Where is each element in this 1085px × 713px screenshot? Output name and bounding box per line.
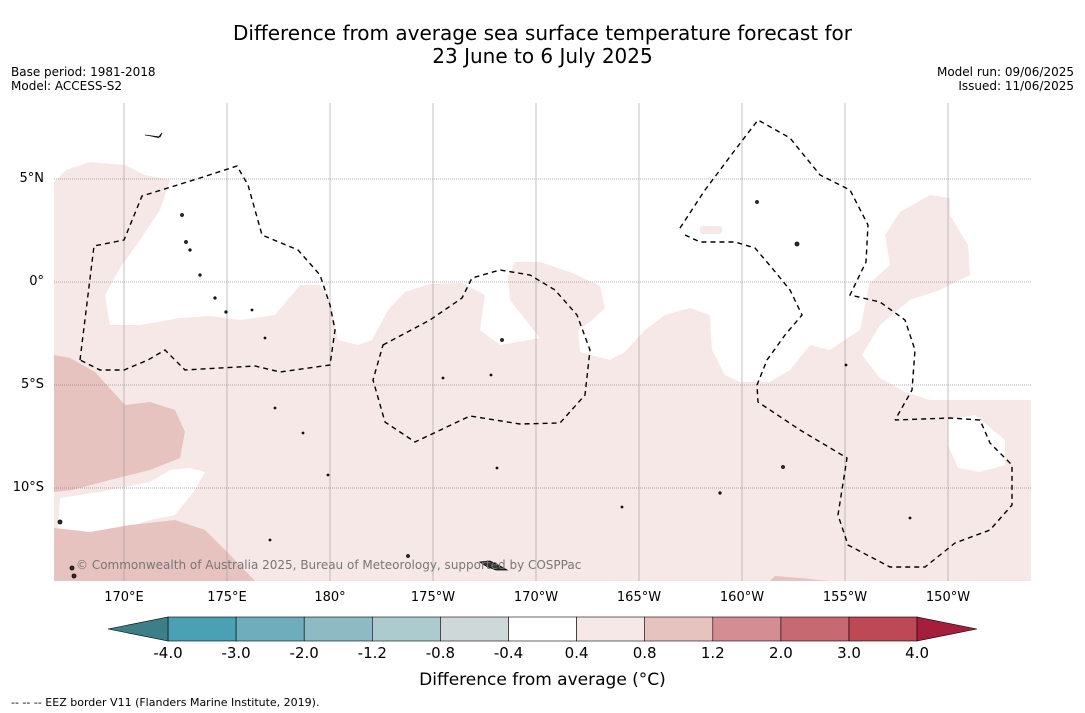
neutral-region-southwest <box>58 468 205 535</box>
colorbar <box>107 616 978 642</box>
meta-right: Model run: 09/06/2025 Issued: 11/06/2025 <box>937 65 1074 93</box>
colorbar-tick-label: 3.0 <box>837 644 861 662</box>
copyright-credit: © Commonwealth of Australia 2025, Bureau… <box>76 558 582 572</box>
model-run: Model run: 09/06/2025 <box>936 65 1074 79</box>
lon-label-165w: 165°W <box>616 590 662 605</box>
lon-label-150w: 150°W <box>925 590 971 605</box>
colorbar-min-extension <box>107 616 169 642</box>
colorbar-tick-label: 0.8 <box>632 644 657 662</box>
map-area <box>54 103 1031 581</box>
island-markers <box>57 132 912 579</box>
lat-label-5n: 5°N <box>19 171 45 186</box>
lat-label-5s: 5°S <box>20 377 44 392</box>
colorbar-tick-label: 0.4 <box>564 644 589 662</box>
neutral-region-north <box>54 103 1031 400</box>
anomaly-field-0.8-1.2-south <box>770 576 830 581</box>
colorbar-tick-label: 4.0 <box>905 644 930 662</box>
colorbar-tick-label: -0.4 <box>493 644 524 662</box>
lon-label-170w: 170°W <box>513 590 559 605</box>
colorbar-segment <box>303 616 373 642</box>
lon-label-155w: 155°W <box>822 590 868 605</box>
eez-legend: -- -- -- EEZ border V11 (Flanders Marine… <box>11 696 320 709</box>
anomaly-field-0.8-1.2-southwest <box>54 520 255 581</box>
colorbar-max-extension <box>916 616 978 642</box>
colorbar-tick-label: -0.8 <box>425 644 456 662</box>
meta-left: Base period: 1981-2018 Model: ACCESS-S2 <box>11 65 156 93</box>
colorbar-segment <box>712 616 782 642</box>
lon-label-175e: 175°E <box>207 590 247 605</box>
colorbar-tick-label: -4.0 <box>153 644 183 662</box>
anomaly-field-0.8-1.2-west <box>54 355 185 492</box>
lat-label-10s: 10°S <box>12 480 44 495</box>
colorbar-segment <box>167 616 237 642</box>
colorbar-tick-label: 1.2 <box>700 644 725 662</box>
colorbar-segment <box>780 616 850 642</box>
chart-title-line2: 23 June to 6 July 2025 <box>432 44 653 68</box>
colorbar-segment <box>576 616 645 642</box>
lon-label-180: 180° <box>314 590 346 605</box>
latitude-gridlines <box>54 178 1031 489</box>
longitude-gridlines <box>123 103 949 581</box>
colorbar-tick-label: -1.2 <box>357 644 387 662</box>
model-name: Model: ACCESS-S2 <box>11 79 123 93</box>
colorbar-segment <box>440 616 509 642</box>
lon-label-170e: 170°E <box>104 590 144 605</box>
colorbar-tick-label: -3.0 <box>221 644 251 662</box>
lat-label-0: 0° <box>29 274 44 289</box>
colorbar-segment <box>371 616 441 642</box>
colorbar-tick-label: 2.0 <box>768 644 793 662</box>
small-anomaly-patch <box>700 226 722 234</box>
chart-title-line1: Difference from average sea surface temp… <box>232 21 852 45</box>
colorbar-tick-label: -2.0 <box>289 644 319 662</box>
colorbar-segment <box>848 616 918 642</box>
issued-date: Issued: 11/06/2025 <box>958 79 1074 93</box>
lon-label-160w: 160°W <box>719 590 765 605</box>
base-period: Base period: 1981-2018 <box>11 65 156 79</box>
eez-borders <box>79 119 1013 568</box>
colorbar-segment <box>644 616 714 642</box>
colorbar-title: Difference from average (°C) <box>419 670 666 690</box>
colorbar-segment <box>235 616 305 642</box>
lon-label-175w: 175°W <box>410 590 456 605</box>
colorbar-segment <box>508 616 577 642</box>
neutral-region-east <box>948 415 1005 472</box>
